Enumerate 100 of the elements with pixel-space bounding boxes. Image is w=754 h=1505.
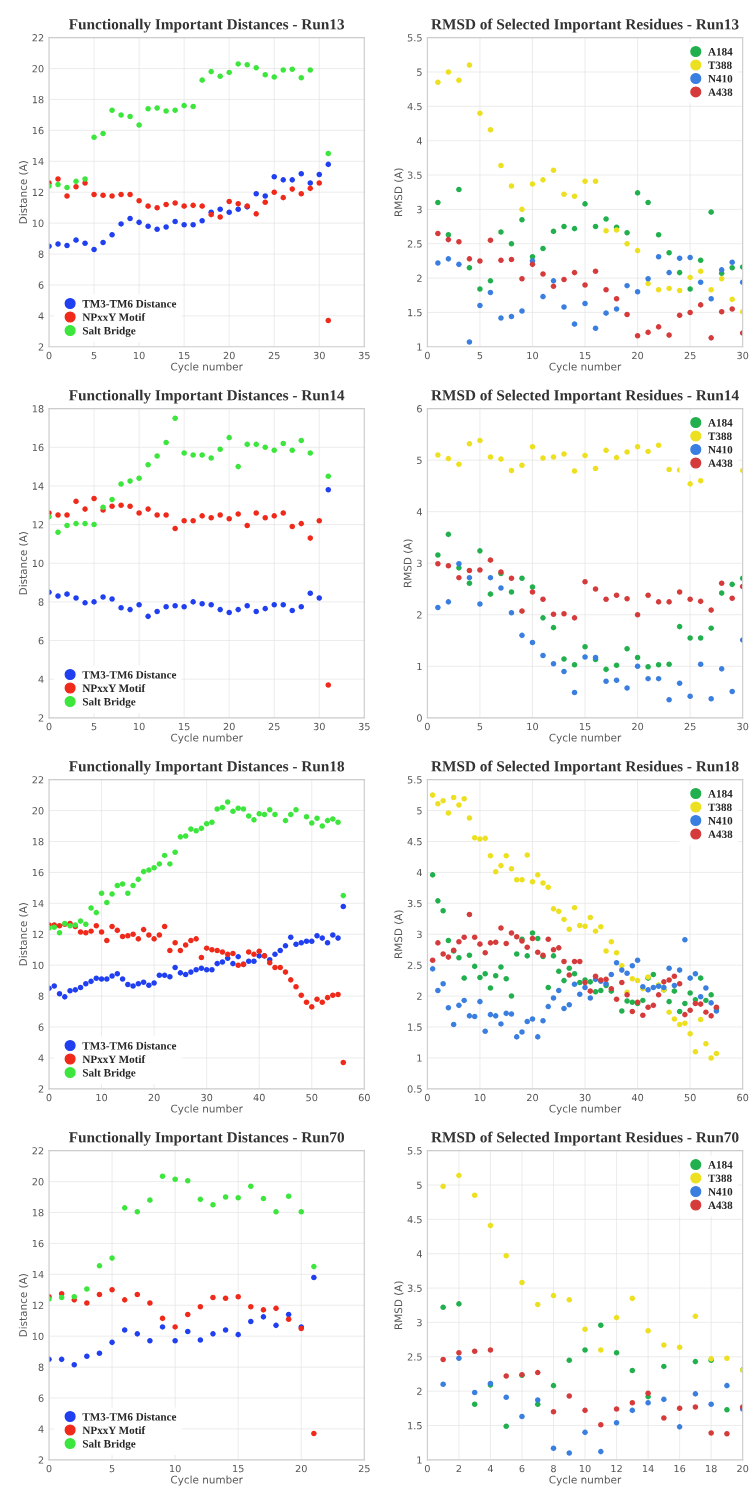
x-tick-label: 30 bbox=[737, 722, 749, 731]
y-tick-label: 14 bbox=[32, 157, 44, 165]
y-tick-label: 4.5 bbox=[407, 102, 422, 111]
y-tick-label: 3.5 bbox=[407, 899, 422, 908]
legend-label: N410 bbox=[708, 817, 733, 825]
legend-label: TM3-TM6 Distance bbox=[82, 1412, 177, 1421]
y-tick-label: 8 bbox=[38, 992, 44, 1000]
x-tick-label: 0 bbox=[424, 351, 430, 360]
y-tick-label: 5 bbox=[417, 807, 422, 815]
legend-label: TM3-TM6 Distance bbox=[82, 299, 177, 308]
chart-title: RMSD of Selected Important Residues - Run18 bbox=[431, 760, 739, 775]
x-tick-label: 25 bbox=[268, 722, 280, 731]
x-tick-label: 30 bbox=[313, 351, 325, 360]
x-axis-title: Cycle number bbox=[171, 733, 243, 744]
y-tick-label: 3.5 bbox=[407, 1284, 422, 1292]
chart-title: Functionally Important Distances - Run70 bbox=[69, 1131, 345, 1146]
legend-label: A184 bbox=[708, 1161, 733, 1169]
x-tick-label: 20 bbox=[737, 1464, 749, 1473]
x-tick-label: 10 bbox=[527, 351, 539, 360]
x-tick-label: 20 bbox=[632, 351, 644, 360]
x-tick-label: 16 bbox=[674, 1464, 686, 1473]
y-tick-label: 6 bbox=[38, 1394, 44, 1402]
y-tick-label: 22 bbox=[32, 776, 44, 784]
x-tick-label: 6 bbox=[519, 1464, 525, 1473]
y-tick-label: 20 bbox=[32, 65, 44, 73]
x-tick-label: 30 bbox=[737, 351, 749, 360]
y-tick-label: 1.5 bbox=[408, 1422, 422, 1430]
y-tick-label: 2 bbox=[38, 1085, 44, 1093]
legend-label: Salt Bridge bbox=[82, 1439, 136, 1450]
x-tick-label: 0 bbox=[46, 351, 52, 360]
y-tick-label: 2.5 bbox=[407, 961, 422, 969]
x-tick-label: 20 bbox=[527, 1093, 539, 1102]
x-tick-label: 5 bbox=[477, 351, 483, 360]
chart-title: RMSD of Selected Important Residues - Run70 bbox=[431, 1131, 739, 1146]
y-tick-label: 4 bbox=[416, 508, 422, 516]
y-tick-label: 5 bbox=[417, 456, 422, 464]
x-tick-label: 0 bbox=[424, 1464, 430, 1473]
y-tick-label: 4 bbox=[416, 1250, 422, 1258]
y-axis-title: Distance (A) bbox=[18, 903, 29, 966]
y-axis-title: RMSD (A) bbox=[403, 539, 413, 587]
y-tick-label: 16 bbox=[32, 868, 44, 877]
y-tick-label: 1 bbox=[417, 1456, 422, 1464]
y-tick-label: 5 bbox=[417, 68, 422, 76]
x-tick-label: 40 bbox=[631, 1093, 644, 1102]
y-tick-label: 4 bbox=[38, 675, 44, 683]
x-tick-label: 5 bbox=[91, 351, 97, 360]
y-axis-title: Distance (A) bbox=[18, 532, 29, 595]
y-tick-label: 18 bbox=[32, 837, 44, 846]
x-tick-label: 0 bbox=[46, 722, 52, 731]
y-tick-label: 2 bbox=[38, 1456, 44, 1464]
x-axis-title: Cycle number bbox=[549, 1475, 622, 1486]
y-tick-label: 1 bbox=[417, 1054, 422, 1062]
x-axis-title: Cycle number bbox=[171, 1475, 243, 1486]
y-tick-label: 6 bbox=[38, 637, 44, 645]
legend-label: N410 bbox=[708, 74, 733, 83]
y-tick-label: 0 bbox=[416, 714, 422, 722]
y-tick-label: 2 bbox=[417, 1387, 422, 1395]
y-tick-label: 3.5 bbox=[407, 171, 422, 179]
y-tick-label: 6 bbox=[417, 405, 422, 413]
x-tick-label: 30 bbox=[313, 722, 325, 731]
x-tick-label: 15 bbox=[179, 351, 190, 360]
x-tick-label: 20 bbox=[223, 722, 235, 731]
y-tick-label: 8 bbox=[38, 1363, 44, 1371]
y-tick-label: 20 bbox=[32, 1178, 44, 1186]
y-tick-label: 5 bbox=[417, 1181, 422, 1189]
x-axis-title: Cycle number bbox=[171, 362, 243, 373]
y-tick-label: 4.5 bbox=[407, 838, 422, 846]
legend-label: NPxxY Motif bbox=[82, 684, 146, 692]
x-tick-label: 15 bbox=[579, 351, 591, 360]
legend-label: A184 bbox=[708, 419, 733, 427]
y-tick-label: 5.5 bbox=[407, 34, 422, 42]
y-tick-label: 10 bbox=[32, 1332, 44, 1341]
y-tick-label: 4 bbox=[416, 869, 422, 877]
x-tick-label: 35 bbox=[358, 351, 370, 360]
x-tick-label: 20 bbox=[148, 1093, 160, 1102]
x-tick-label: 10 bbox=[527, 722, 539, 731]
y-tick-label: 14 bbox=[32, 482, 44, 490]
x-tick-label: 10 bbox=[474, 1093, 486, 1102]
y-tick-label: 3 bbox=[417, 930, 422, 939]
x-tick-label: 5 bbox=[109, 1465, 115, 1473]
y-tick-label: 12 bbox=[32, 188, 44, 196]
y-tick-label: 18 bbox=[32, 1208, 44, 1217]
x-tick-label: 10 bbox=[133, 722, 145, 731]
y-tick-label: 2 bbox=[417, 992, 422, 1000]
y-tick-label: 2 bbox=[417, 611, 422, 619]
x-axis-title: Cycle number bbox=[549, 733, 622, 744]
y-tick-label: 8 bbox=[38, 250, 44, 258]
y-tick-label: 2 bbox=[38, 343, 44, 351]
x-tick-label: 60 bbox=[358, 1093, 370, 1102]
legend-label: T388 bbox=[708, 803, 732, 812]
legend-label: T388 bbox=[708, 61, 732, 69]
x-tick-label: 10 bbox=[170, 1464, 181, 1473]
legend-label: N410 bbox=[708, 445, 733, 454]
y-tick-label: 4.5 bbox=[407, 1215, 422, 1224]
x-tick-label: 12 bbox=[611, 1464, 622, 1473]
legend-label: A184 bbox=[708, 790, 733, 798]
y-tick-label: 12 bbox=[32, 930, 44, 938]
x-tick-label: 20 bbox=[632, 722, 644, 731]
y-tick-label: 3 bbox=[417, 1318, 422, 1327]
y-tick-label: 4 bbox=[38, 1054, 44, 1062]
